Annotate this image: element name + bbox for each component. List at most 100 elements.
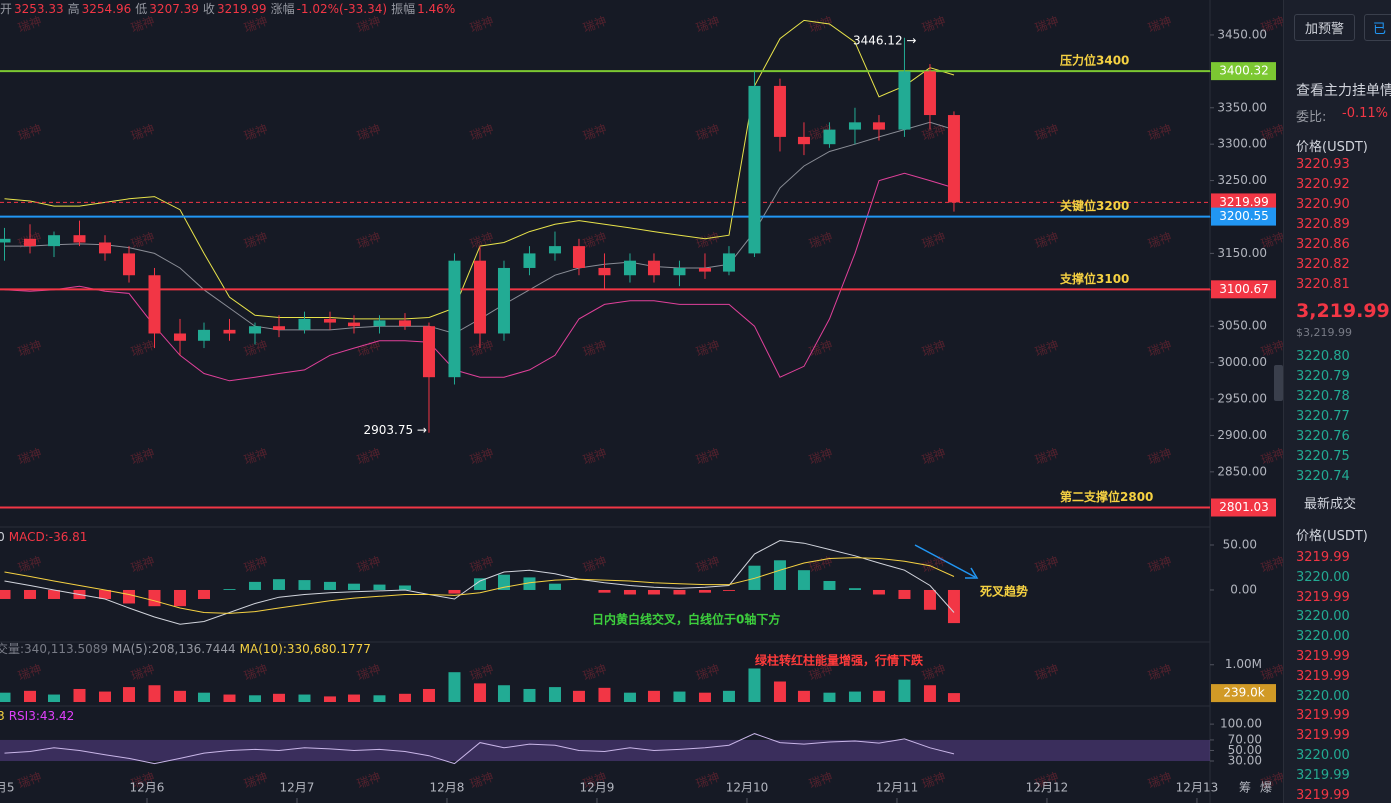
rsi-band xyxy=(0,739,1210,762)
volume-bar xyxy=(473,683,486,702)
watermark: 瑞神 xyxy=(129,338,156,359)
y-tick-label: 2950.00 xyxy=(1217,392,1267,406)
annotation: 死叉趋势 xyxy=(980,584,1028,599)
watermark: 瑞神 xyxy=(807,230,834,251)
volume-bar xyxy=(797,690,810,702)
candle-body xyxy=(598,267,611,276)
volume-bar xyxy=(647,690,660,702)
x-tick-label: 12月6 xyxy=(130,781,165,795)
price-tag xyxy=(1211,62,1276,81)
bid-price: 3220.74 xyxy=(1296,469,1350,484)
volume-bar xyxy=(848,691,861,702)
watermark: 瑞神 xyxy=(1259,14,1283,35)
macd-bar xyxy=(797,570,810,590)
indicator-text: 0.83 xyxy=(0,709,5,723)
button[interactable]: 已 xyxy=(1364,14,1391,41)
candle-body xyxy=(898,71,911,130)
candle-body xyxy=(23,238,36,247)
y-tick-label: 30.00 xyxy=(1228,754,1262,768)
macd-header: 7.50MACD:-36.81 xyxy=(0,530,91,544)
watermark: 瑞神 xyxy=(920,122,947,143)
volume-bar xyxy=(122,687,135,702)
header-label: 振幅 xyxy=(391,2,416,16)
volume-bar xyxy=(572,690,585,702)
macd-bar xyxy=(773,560,786,590)
watermark: 瑞神 xyxy=(1146,14,1173,35)
watermark: 瑞神 xyxy=(129,122,156,143)
watermark: 瑞神 xyxy=(1033,230,1060,251)
volume-bar xyxy=(898,679,911,702)
bid-price: 3220.80 xyxy=(1296,349,1350,364)
candle-body xyxy=(347,322,360,327)
header-value: 3207.39 xyxy=(149,2,199,16)
alert-button[interactable]: 加预警 xyxy=(1294,14,1356,41)
y-tick-label: 2900.00 xyxy=(1217,428,1267,442)
watermark: 瑞神 xyxy=(129,554,156,575)
candle-body xyxy=(398,320,411,327)
trade-price: 3219.99 xyxy=(1296,550,1350,565)
volume-header: 预估成交量:340,113.5089MA(5):208,136.7444MA(1… xyxy=(0,640,375,657)
candle-body xyxy=(122,253,135,276)
watermark: 瑞神 xyxy=(16,446,43,467)
watermark: 瑞神 xyxy=(1259,338,1283,359)
level-label: 支撑位3100 xyxy=(1059,271,1129,286)
watermark: 瑞神 xyxy=(807,338,834,359)
rsi-header: 0.83RSI3:43.42 xyxy=(0,709,78,723)
candle-body xyxy=(323,318,336,323)
y-tick-label: 3150.00 xyxy=(1217,246,1267,260)
macd-bar xyxy=(347,583,360,590)
watermark: 瑞神 xyxy=(468,554,495,575)
watermark: 瑞神 xyxy=(242,446,269,467)
volume-bar xyxy=(773,681,786,702)
candle-body xyxy=(148,275,161,334)
header-label: 开 xyxy=(0,2,13,16)
candle-body xyxy=(0,238,11,243)
macd-bar xyxy=(298,580,311,590)
volume-bar xyxy=(523,688,536,702)
ask-price: 3220.89 xyxy=(1296,217,1350,232)
y-tick-label: 50.00 xyxy=(1223,538,1257,552)
candle-body xyxy=(73,235,86,243)
price-tag-label: 3100.67 xyxy=(1219,282,1269,296)
price-tag-label: 3219.99 xyxy=(1219,195,1269,209)
watermark: 瑞神 xyxy=(920,230,947,251)
volume-bar xyxy=(272,693,285,702)
price-tag xyxy=(1211,193,1276,212)
y-tick-label: 1.00M xyxy=(1225,657,1262,671)
trade-price: 3220.00 xyxy=(1296,748,1350,763)
watermark: 瑞神 xyxy=(1033,662,1060,683)
watermark: 瑞神 xyxy=(581,122,608,143)
watermark: 瑞神 xyxy=(694,338,721,359)
trade-price: 3220.00 xyxy=(1296,688,1350,704)
watermark: 瑞神 xyxy=(1146,554,1173,575)
y-tick-label: 3250.00 xyxy=(1217,173,1267,187)
watermark: 瑞神 xyxy=(694,662,721,683)
watermark: 瑞神 xyxy=(468,230,495,251)
volume-bar xyxy=(148,685,161,702)
indicator-text: 预估成交量:340,113.5089 xyxy=(0,642,109,656)
collapse-tab[interactable] xyxy=(1274,365,1283,401)
watermark: 瑞神 xyxy=(468,122,495,143)
price-tag xyxy=(1211,280,1276,299)
x-tick-label: 12月11 xyxy=(876,781,919,795)
candle-body xyxy=(773,85,786,137)
watermark: 瑞神 xyxy=(355,446,382,467)
macd-bar xyxy=(248,581,261,590)
candle-body xyxy=(298,318,311,330)
ask-price: 3220.90 xyxy=(1296,197,1350,212)
watermark: 瑞神 xyxy=(129,446,156,467)
y-tick-label: 3350.00 xyxy=(1217,100,1267,114)
indicator-text: MA(10):330,680.1777 xyxy=(239,642,371,656)
y-tick-label: 2850.00 xyxy=(1217,464,1267,478)
header-value: 3253.33 xyxy=(14,2,64,16)
annotation: 绿柱转红柱能量增强，行情下跌 xyxy=(755,653,924,668)
high-label: 3446.12 → xyxy=(853,33,917,47)
indicator-text: MA(5):208,136.7444 xyxy=(112,642,236,656)
watermark: 瑞神 xyxy=(581,446,608,467)
macd-line xyxy=(4,557,955,614)
trade-price: 3219.99 xyxy=(1296,767,1350,783)
price-tag xyxy=(1211,207,1276,226)
macd-bar xyxy=(323,581,336,590)
watermark: 瑞神 xyxy=(468,770,495,791)
